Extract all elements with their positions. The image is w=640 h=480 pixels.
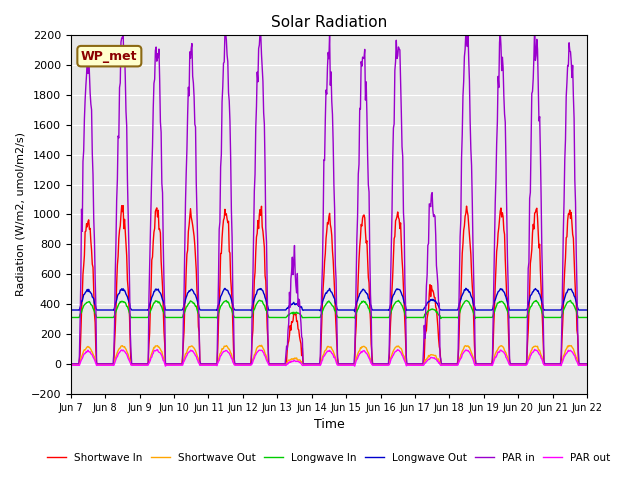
Longwave In [392, 300, 399, 305]
Longwave Out [462, 286, 470, 291]
Longwave Out [67, 307, 75, 313]
X-axis label: Time: Time [314, 418, 344, 431]
PAR out [407, 362, 415, 368]
Longwave Out [407, 307, 415, 313]
Shortwave In [130, 361, 138, 367]
PAR in [182, 199, 189, 205]
Line: Shortwave In: Shortwave In [71, 205, 586, 364]
Longwave Out [182, 297, 189, 302]
Longwave In [182, 307, 189, 312]
PAR in [76, 319, 84, 325]
Longwave In [255, 298, 263, 303]
PAR out [392, 348, 399, 354]
Line: Longwave In: Longwave In [71, 300, 586, 319]
Longwave Out [209, 307, 216, 313]
Longwave Out [392, 288, 399, 294]
PAR out [67, 362, 75, 368]
Shortwave Out [67, 361, 75, 367]
PAR in [129, 361, 137, 367]
PAR out [209, 362, 216, 368]
Longwave In [437, 316, 445, 322]
PAR out [76, 360, 84, 366]
PAR out [582, 362, 590, 368]
Shortwave Out [129, 361, 137, 367]
Longwave In [129, 314, 137, 320]
Shortwave Out [182, 351, 189, 357]
Longwave In [76, 311, 84, 317]
Shortwave Out [392, 344, 399, 350]
PAR out [129, 362, 137, 368]
Title: Solar Radiation: Solar Radiation [271, 15, 387, 30]
Longwave In [407, 314, 415, 320]
Shortwave In [407, 361, 415, 367]
Shortwave Out [209, 361, 216, 367]
Longwave Out [129, 307, 137, 313]
PAR in [531, 23, 538, 28]
PAR in [209, 361, 216, 367]
Shortwave Out [258, 342, 266, 348]
Shortwave In [582, 361, 590, 367]
Shortwave In [67, 361, 75, 367]
Longwave In [67, 314, 75, 320]
PAR in [391, 68, 399, 73]
PAR in [406, 361, 413, 367]
PAR in [582, 361, 590, 367]
Longwave Out [582, 307, 590, 313]
Line: Shortwave Out: Shortwave Out [71, 345, 586, 364]
Longwave Out [351, 309, 358, 314]
Shortwave In [210, 361, 218, 367]
Longwave In [582, 314, 590, 320]
PAR out [182, 355, 189, 361]
PAR out [351, 363, 358, 369]
Text: WP_met: WP_met [81, 49, 138, 63]
Line: PAR in: PAR in [71, 25, 586, 364]
Legend: Shortwave In, Shortwave Out, Longwave In, Longwave Out, PAR in, PAR out: Shortwave In, Shortwave Out, Longwave In… [43, 449, 615, 467]
Shortwave Out [76, 360, 84, 365]
Longwave In [209, 314, 216, 320]
Shortwave In [76, 351, 84, 357]
Longwave Out [76, 304, 84, 310]
Y-axis label: Radiation (W/m2, umol/m2/s): Radiation (W/m2, umol/m2/s) [15, 132, 25, 297]
Shortwave In [392, 218, 399, 224]
Shortwave In [119, 203, 127, 208]
Shortwave In [182, 267, 190, 273]
PAR out [531, 347, 538, 352]
Line: Longwave Out: Longwave Out [71, 288, 586, 312]
Line: PAR out: PAR out [71, 349, 586, 366]
Shortwave Out [407, 361, 415, 367]
PAR in [67, 361, 75, 367]
Shortwave Out [582, 361, 590, 367]
